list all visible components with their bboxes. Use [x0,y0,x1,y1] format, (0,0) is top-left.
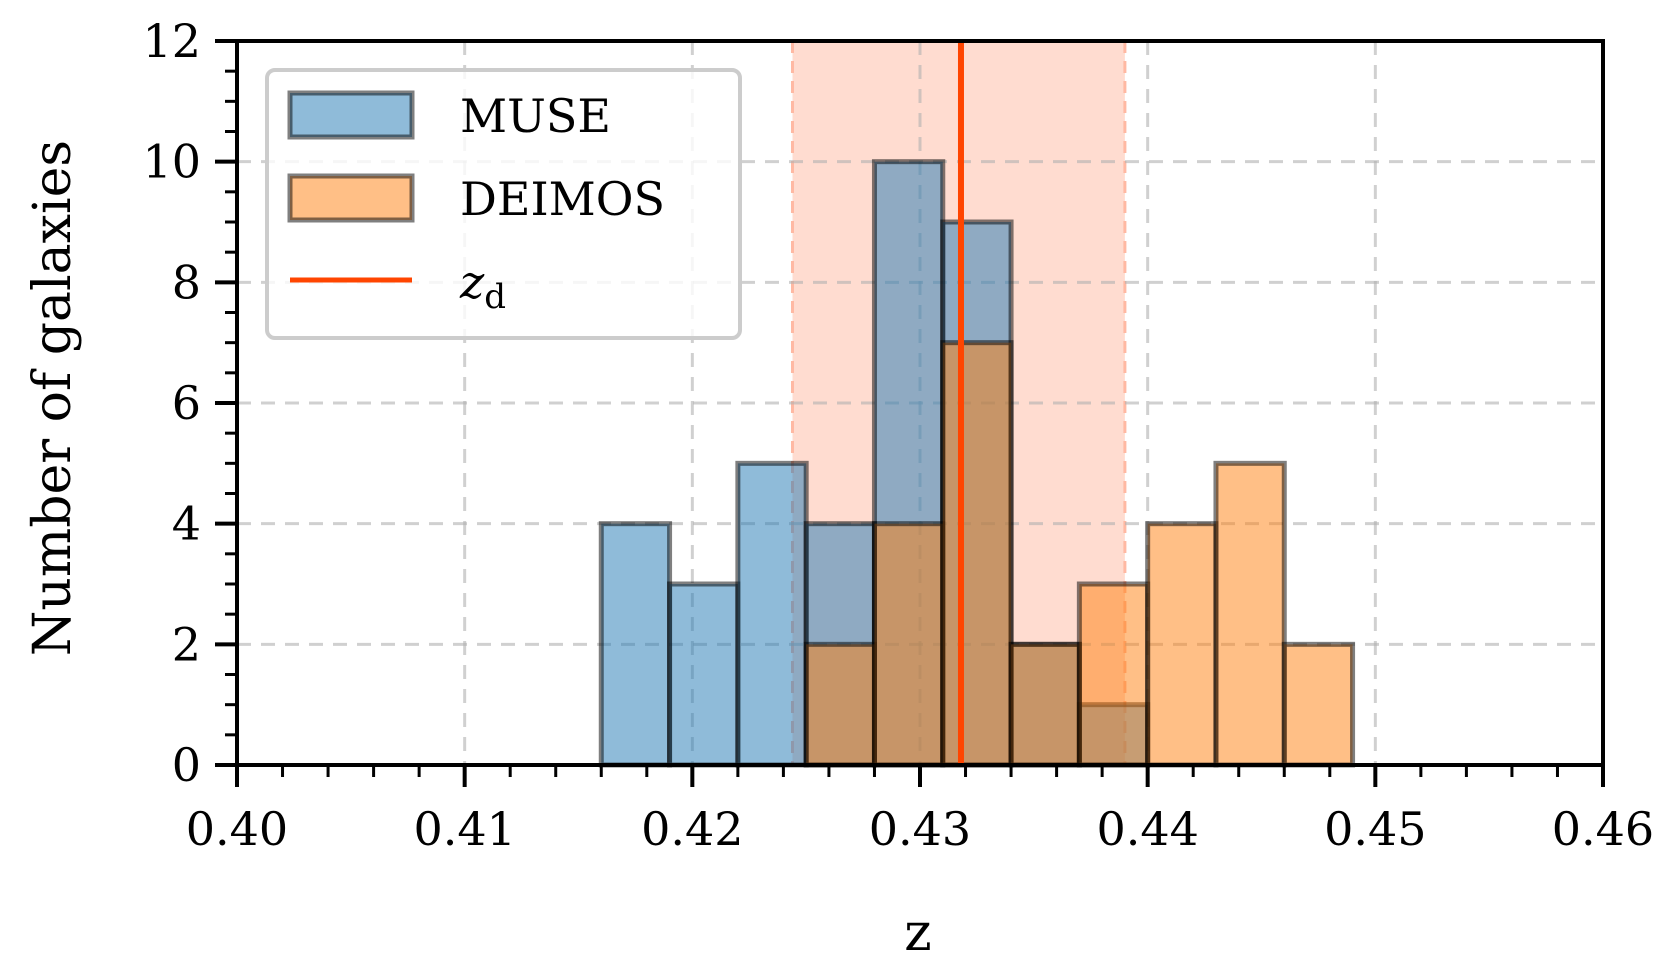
bar-muse-0 [598,521,673,768]
y-tick-label: 12 [142,14,201,68]
bar-deimos-7 [1281,641,1356,768]
x-tick-label: 0.43 [869,802,971,856]
legend-label-deimos: DEIMOS [460,172,665,226]
bar-muse-1 [667,581,741,768]
legend-swatch-muse [287,90,415,140]
legend: MUSE DEIMOS zd [265,68,742,340]
bar-deimos-3 [1008,641,1082,768]
bar-deimos-0 [803,641,877,768]
x-tick-label: 0.41 [413,802,515,856]
y-tick-label: 0 [172,738,201,792]
ticks-layer: 0.40 0.41 0.42 0.43 0.44 0.45 0.46 0 2 4 6 8 10 12 [142,14,1654,856]
x-tick-label: 0.40 [186,802,288,856]
bar-deimos-2 [940,340,1014,768]
y-tick-label: 10 [142,135,201,189]
bar-deimos-6 [1213,460,1287,768]
legend-label-muse: MUSE [460,89,611,143]
legend-swatch-deimos [287,173,415,223]
y-tick-label: 8 [172,255,201,309]
y-tick-label: 6 [172,376,201,430]
bar-deimos-4 [1076,581,1151,768]
y-tick-label: 2 [172,617,201,671]
y-axis-title: Number of galaxies [23,140,83,656]
x-tick-label: 0.42 [641,802,743,856]
bar-muse-2 [735,460,809,768]
bars-layer [598,159,1356,768]
bar-deimos-1 [871,521,946,768]
x-tick-label: 0.46 [1552,802,1654,856]
x-axis-title: z [904,903,931,963]
y-tick-label: 4 [172,497,201,551]
x-tick-label: 0.44 [1096,802,1198,856]
legend-label-zd: zd [459,255,506,317]
x-tick-label: 0.45 [1324,802,1426,856]
bar-deimos-5 [1145,521,1219,768]
